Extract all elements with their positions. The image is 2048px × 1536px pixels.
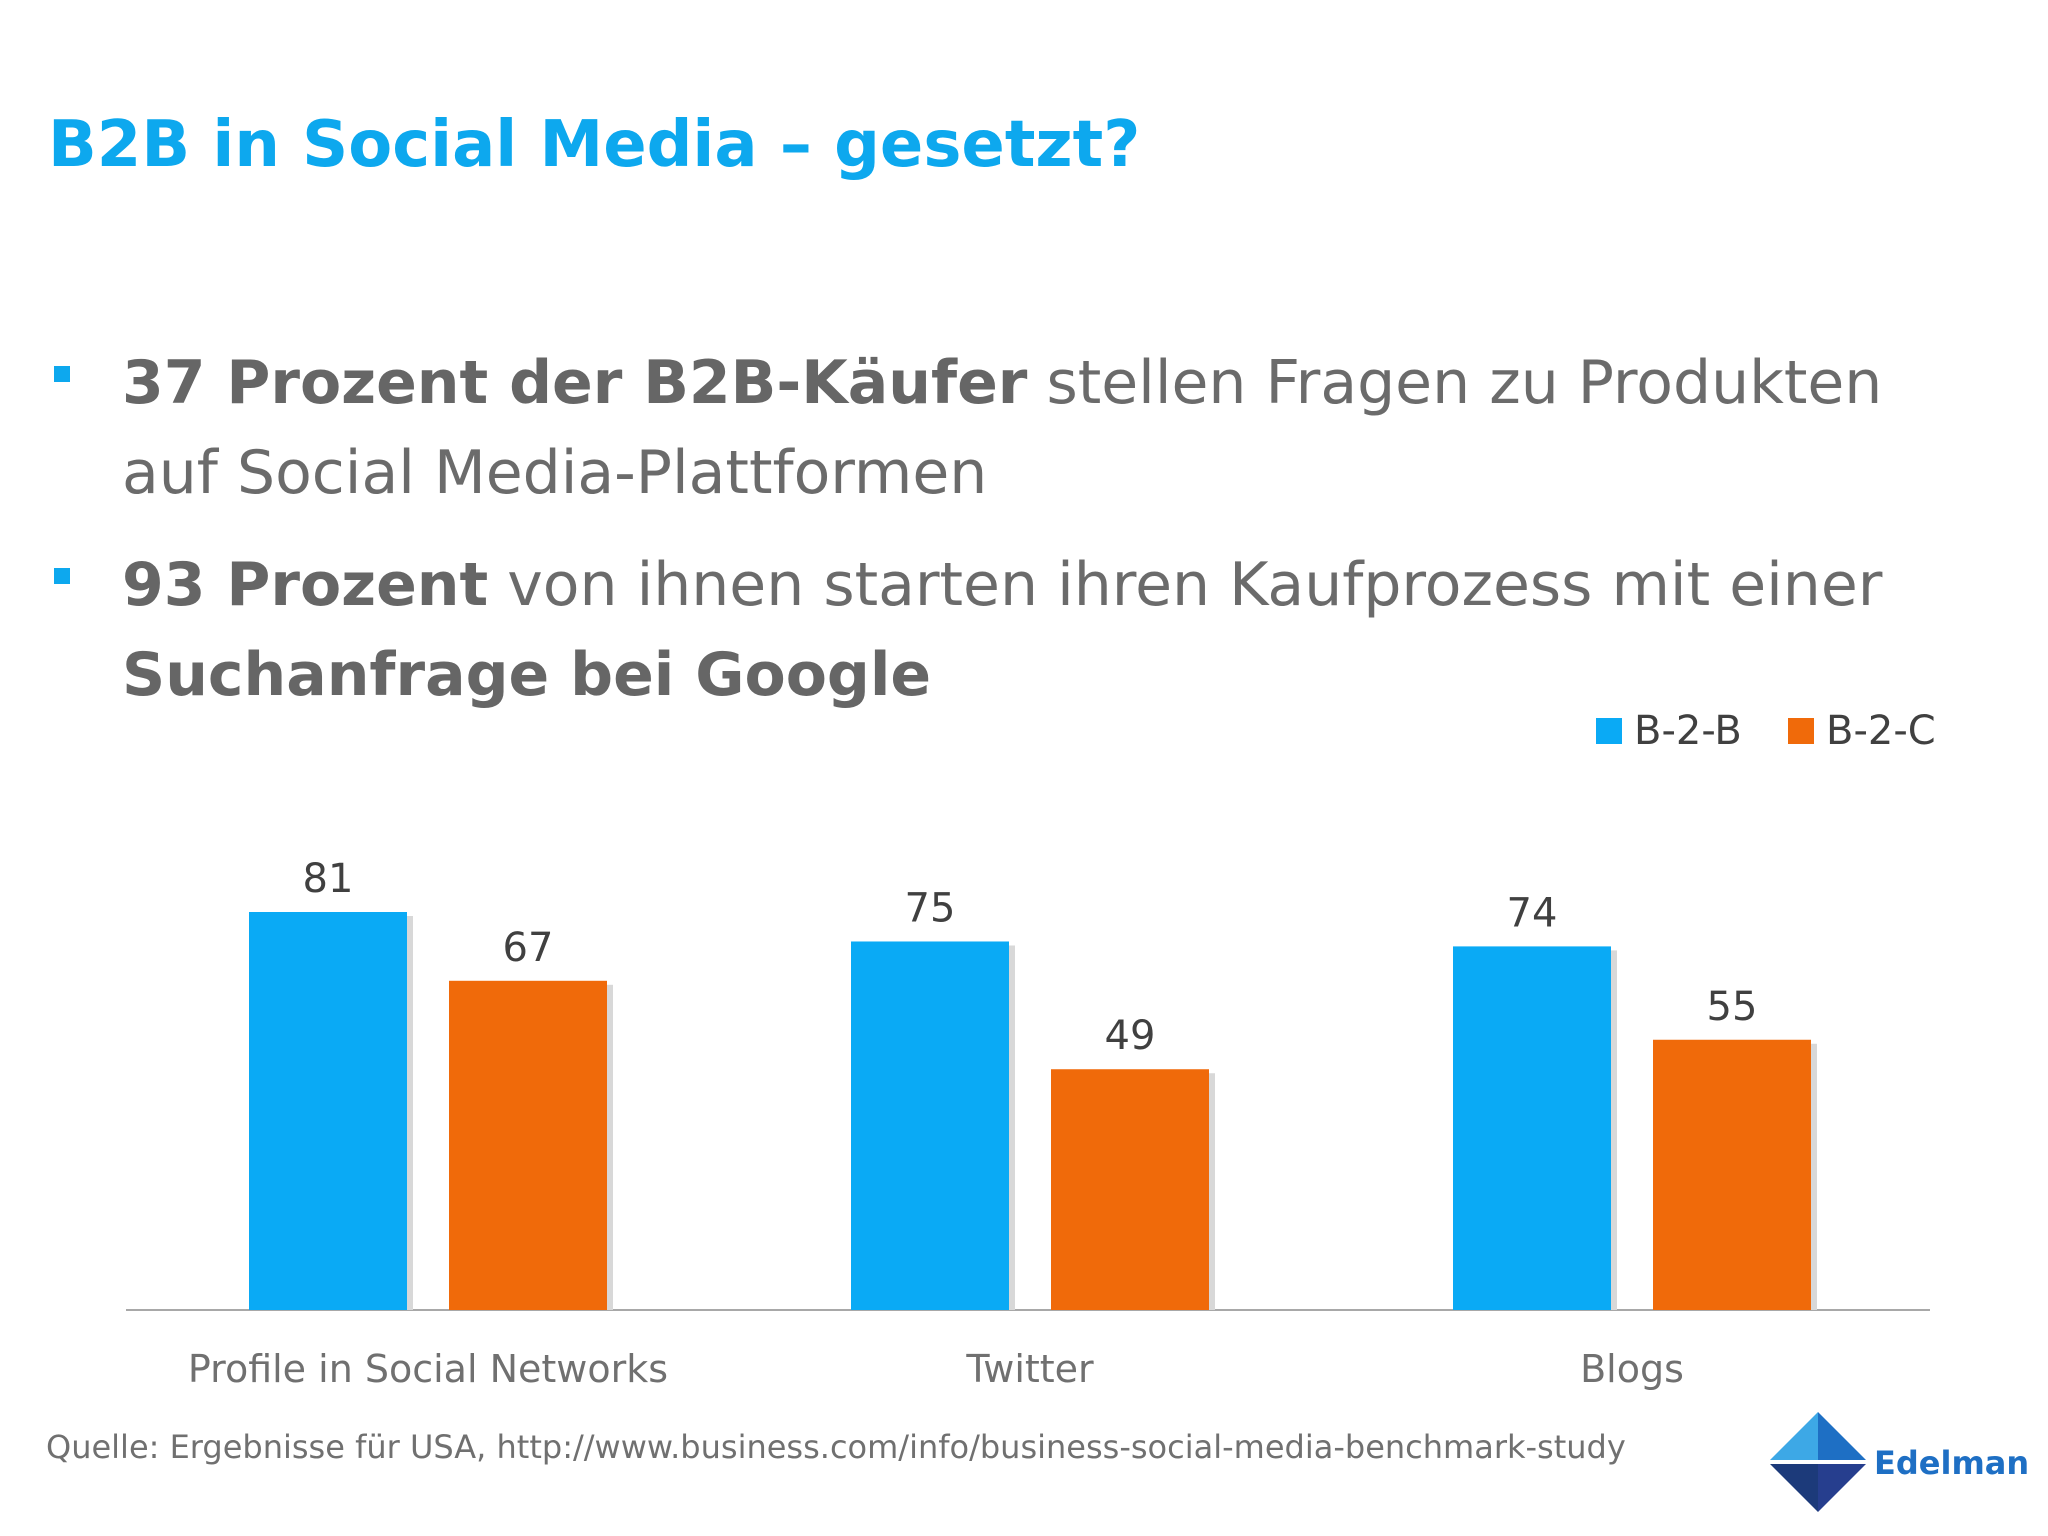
bar-b-2-c bbox=[1051, 1069, 1209, 1310]
bullet-regular-text: stellen Fragen zu Produkten auf Social M… bbox=[122, 348, 1883, 508]
bullet-text: 37 Prozent der B2B-Käufer stellen Fragen… bbox=[122, 338, 1942, 518]
source-note: Quelle: Ergebnisse für USA, http://www.b… bbox=[46, 1428, 1626, 1466]
bullet-bold-text: 93 Prozent bbox=[122, 550, 489, 620]
data-label: 67 bbox=[503, 925, 554, 971]
bullet-regular-text: von ihnen starten ihren Kaufprozess mit … bbox=[488, 550, 1883, 620]
category-label: Twitter bbox=[965, 1347, 1094, 1391]
data-label: 81 bbox=[303, 856, 354, 902]
data-label: 49 bbox=[1105, 1013, 1156, 1059]
bullet-item: 37 Prozent der B2B-Käufer stellen Fragen… bbox=[48, 338, 1968, 518]
bar-b-2-b bbox=[249, 912, 407, 1310]
category-label: Profile in Social Networks bbox=[188, 1347, 668, 1391]
bar-b-2-c bbox=[449, 980, 607, 1310]
data-label: 75 bbox=[905, 885, 956, 931]
category-label: Blogs bbox=[1580, 1347, 1684, 1391]
bullet-bold-text: 37 Prozent der B2B-Käufer bbox=[122, 348, 1028, 418]
bar-b-2-c bbox=[1653, 1039, 1811, 1310]
slide-title: B2B in Social Media – gesetzt? bbox=[48, 108, 1141, 182]
data-label: 74 bbox=[1507, 890, 1558, 936]
bar-b-2-b bbox=[1453, 946, 1611, 1310]
legend-swatch-b-2-c bbox=[1788, 718, 1814, 744]
bullet-bold-tail-text: Suchanfrage bei Google bbox=[122, 640, 932, 710]
bullet-item: 93 Prozent von ihnen starten ihren Kaufp… bbox=[48, 540, 1968, 720]
bullet-text: 93 Prozent von ihnen starten ihren Kaufp… bbox=[122, 540, 1942, 720]
bullet-list: 37 Prozent der B2B-Käufer stellen Fragen… bbox=[48, 338, 1968, 742]
legend-label: B-2-B bbox=[1634, 708, 1742, 754]
bar-chart: 81 67 Profile in Social Networks 75 49 Twitte… bbox=[126, 708, 1936, 1391]
legend-swatch-b-2-b bbox=[1596, 718, 1622, 744]
edelman-logo: Edelman bbox=[1764, 1410, 2034, 1516]
bullet-square-icon bbox=[54, 568, 70, 584]
data-label: 55 bbox=[1707, 984, 1758, 1030]
logo-wordmark: Edelman bbox=[1874, 1444, 2030, 1482]
logo-mark-icon bbox=[1770, 1412, 1866, 1512]
bar-b-2-b bbox=[851, 941, 1009, 1310]
legend-label: B-2-C bbox=[1826, 708, 1936, 754]
bullet-square-icon bbox=[54, 366, 70, 382]
